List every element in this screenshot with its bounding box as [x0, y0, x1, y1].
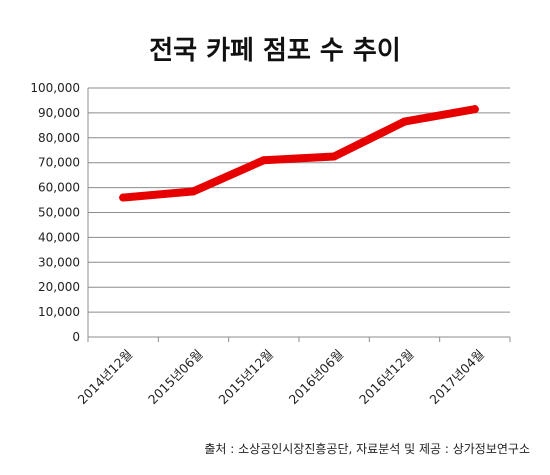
- data-point: [330, 152, 339, 161]
- data-point: [470, 105, 479, 114]
- y-tick-label: 100,000: [30, 81, 80, 95]
- y-tick-label: 20,000: [38, 280, 80, 294]
- x-tick-label: 2015년06월: [145, 347, 206, 408]
- y-tick-label: 80,000: [38, 131, 80, 145]
- data-point: [189, 187, 198, 196]
- x-tick-label: 2016년12월: [356, 347, 417, 408]
- y-tick-label: 30,000: [38, 255, 80, 269]
- y-tick-label: 0: [72, 330, 80, 344]
- data-point: [259, 156, 268, 165]
- y-tick-label: 70,000: [38, 156, 80, 170]
- data-point: [119, 193, 128, 202]
- x-tick-label: 2017년04월: [426, 347, 487, 408]
- series-line: [119, 105, 479, 202]
- chart-title: 전국 카페 점포 수 추이: [149, 36, 401, 66]
- y-tick-label: 60,000: [38, 181, 80, 195]
- y-tick-label: 10,000: [38, 305, 80, 319]
- source-note: 출처 : 소상공인시장진흥공단, 자료분석 및 제공 : 상가정보연구소: [204, 442, 530, 456]
- y-tick-label: 50,000: [38, 206, 80, 220]
- x-tick-label: 2015년12월: [215, 347, 276, 408]
- x-tick-label: 2014년12월: [75, 347, 136, 408]
- x-tick-label: 2016년06월: [286, 347, 347, 408]
- data-point: [400, 117, 409, 126]
- y-tick-label: 90,000: [38, 106, 80, 120]
- y-tick-label: 40,000: [38, 230, 80, 244]
